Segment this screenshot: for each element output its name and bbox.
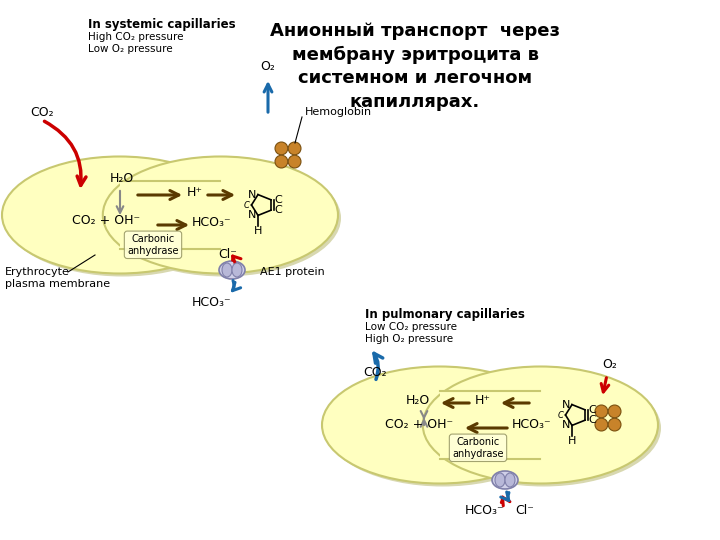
Text: CO₂ + OH⁻: CO₂ + OH⁻ xyxy=(385,418,453,431)
Text: In systemic capillaries: In systemic capillaries xyxy=(88,18,235,31)
Text: Hemoglobin: Hemoglobin xyxy=(305,107,372,117)
Text: N: N xyxy=(248,211,256,220)
Text: H: H xyxy=(568,436,576,446)
Text: Carbonic
anhydrase: Carbonic anhydrase xyxy=(127,234,179,255)
Circle shape xyxy=(608,418,621,431)
Text: HCO₃⁻: HCO₃⁻ xyxy=(192,295,232,308)
Ellipse shape xyxy=(426,369,661,487)
Text: N: N xyxy=(562,421,570,430)
Ellipse shape xyxy=(325,369,560,487)
Ellipse shape xyxy=(322,367,557,483)
Text: C: C xyxy=(274,205,282,215)
Text: H: H xyxy=(254,226,262,236)
Text: C: C xyxy=(588,405,595,415)
Text: Анионный транспорт  через
мембрану эритроцита в
системном и легочном
капиллярах.: Анионный транспорт через мембрану эритро… xyxy=(270,22,560,111)
Ellipse shape xyxy=(2,157,237,273)
Text: C: C xyxy=(274,195,282,205)
Ellipse shape xyxy=(103,157,338,273)
Ellipse shape xyxy=(232,263,242,277)
Text: H⁺: H⁺ xyxy=(187,186,203,199)
Circle shape xyxy=(288,155,301,168)
Circle shape xyxy=(275,142,288,155)
Text: N: N xyxy=(248,190,256,200)
Text: HCO₃⁻: HCO₃⁻ xyxy=(465,503,505,516)
Text: Cl⁻: Cl⁻ xyxy=(219,247,238,260)
Text: C: C xyxy=(557,410,564,420)
Circle shape xyxy=(595,405,608,418)
Text: CO₂: CO₂ xyxy=(30,106,53,119)
FancyBboxPatch shape xyxy=(120,181,220,249)
Text: N: N xyxy=(562,400,570,410)
Text: O₂: O₂ xyxy=(603,359,618,372)
Text: Low CO₂ pressure: Low CO₂ pressure xyxy=(365,322,457,332)
FancyBboxPatch shape xyxy=(440,394,541,462)
Text: AE1 protein: AE1 protein xyxy=(260,267,325,277)
Ellipse shape xyxy=(495,473,505,487)
Text: Erythrocyte
plasma membrane: Erythrocyte plasma membrane xyxy=(5,267,110,289)
Text: Carbonic
anhydrase: Carbonic anhydrase xyxy=(452,437,504,458)
Text: HCO₃⁻: HCO₃⁻ xyxy=(192,217,232,230)
Text: H₂O: H₂O xyxy=(406,394,430,407)
Text: H₂O: H₂O xyxy=(110,172,134,185)
Ellipse shape xyxy=(492,471,518,489)
Text: HCO₃⁻: HCO₃⁻ xyxy=(512,418,552,431)
Text: O₂: O₂ xyxy=(261,60,276,73)
Circle shape xyxy=(288,142,301,155)
Text: C: C xyxy=(588,415,595,425)
Circle shape xyxy=(608,405,621,418)
Text: CO₂: CO₂ xyxy=(363,366,387,379)
Text: In pulmonary capillaries: In pulmonary capillaries xyxy=(365,308,525,321)
Text: High CO₂ pressure: High CO₂ pressure xyxy=(88,32,184,42)
FancyBboxPatch shape xyxy=(440,391,541,459)
Ellipse shape xyxy=(505,473,515,487)
Ellipse shape xyxy=(219,261,245,279)
Text: C: C xyxy=(243,200,250,210)
Ellipse shape xyxy=(222,263,232,277)
Ellipse shape xyxy=(423,367,658,483)
Circle shape xyxy=(595,418,608,431)
Text: High O₂ pressure: High O₂ pressure xyxy=(365,334,453,344)
FancyBboxPatch shape xyxy=(120,184,220,252)
Text: CO₂ + OH⁻: CO₂ + OH⁻ xyxy=(72,213,140,226)
Ellipse shape xyxy=(106,159,341,276)
Text: Low O₂ pressure: Low O₂ pressure xyxy=(88,44,173,54)
Circle shape xyxy=(275,155,288,168)
Text: Cl⁻: Cl⁻ xyxy=(516,503,534,516)
Text: H⁺: H⁺ xyxy=(475,394,491,407)
Ellipse shape xyxy=(5,159,240,276)
